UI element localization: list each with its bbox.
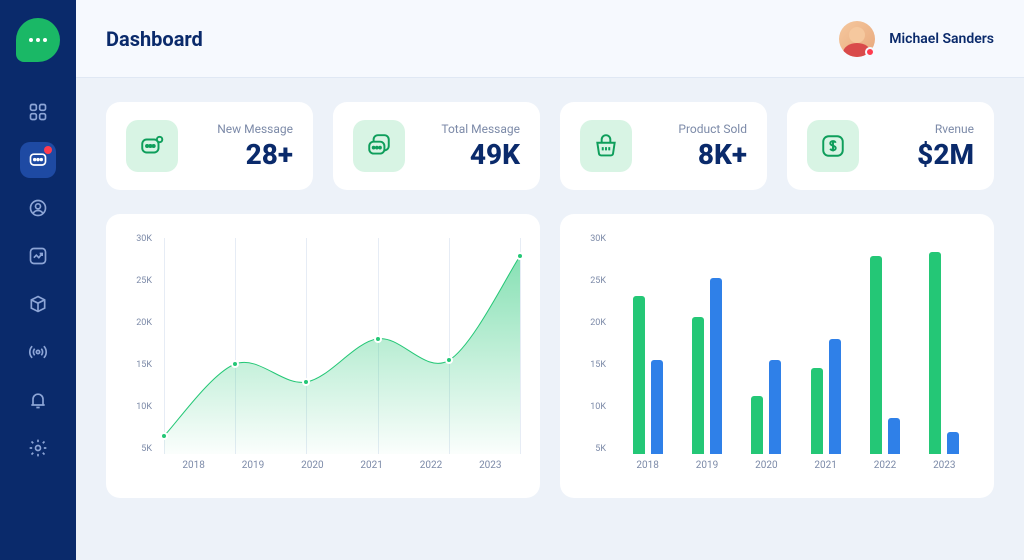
y-tick: 30K [126, 234, 158, 244]
chat-stack-icon [353, 120, 405, 172]
bar-B [947, 432, 959, 454]
data-point [231, 360, 239, 368]
line-svg [164, 238, 520, 454]
data-point [160, 432, 168, 440]
y-tick: 25K [580, 276, 612, 286]
line-chart-card: 5K 10K 15K 20K 25K 30K 20182019202020212022202… [106, 214, 540, 498]
content: New Message 28+ Total Message 49K Product So… [76, 78, 1024, 560]
y-tick: 20K [580, 318, 612, 328]
logo-dots-icon [29, 38, 47, 42]
y-tick: 10K [580, 402, 612, 412]
bar-B [829, 339, 841, 454]
bar-chart-card: 5K 10K 15K 20K 25K 30K 20182019202020212022202… [560, 214, 994, 498]
gridline [520, 238, 521, 454]
y-tick: 25K [126, 276, 158, 286]
card-label: New Message [194, 122, 293, 136]
data-point [302, 378, 310, 386]
y-tick: 15K [126, 360, 158, 370]
topbar: Dashboard Michael Sanders [76, 0, 1024, 78]
data-point [374, 335, 382, 343]
nav-settings[interactable] [20, 430, 56, 466]
bar-A [811, 368, 823, 454]
x-tick: 2023 [915, 460, 974, 484]
bar-B [651, 360, 663, 454]
x-tick: 2020 [737, 460, 796, 484]
bar-A [929, 252, 941, 454]
nav-broadcast[interactable] [20, 334, 56, 370]
bar-B [769, 360, 781, 454]
data-point [445, 356, 453, 364]
card-label: Total Message [421, 122, 520, 136]
stat-card-0: New Message 28+ [106, 102, 313, 190]
user-name: Michael Sanders [889, 31, 994, 47]
x-axis: 201820192020202120222023 [164, 460, 520, 484]
bar-group [929, 238, 959, 454]
chat-new-icon [126, 120, 178, 172]
y-tick: 5K [126, 444, 158, 454]
user-menu[interactable]: Michael Sanders [839, 21, 994, 57]
x-tick: 2023 [461, 460, 520, 484]
card-text: New Message 28+ [194, 122, 293, 171]
x-tick: 2021 [796, 460, 855, 484]
x-tick: 2019 [677, 460, 736, 484]
x-tick: 2020 [283, 460, 342, 484]
x-tick: 2018 [164, 460, 223, 484]
bar-B [710, 278, 722, 454]
dollar-icon [807, 120, 859, 172]
y-tick: 5K [580, 444, 612, 454]
nav-messages[interactable] [20, 142, 56, 178]
nav-dashboard[interactable] [20, 94, 56, 130]
x-tick: 2021 [342, 460, 401, 484]
card-text: Rvenue $2M [875, 122, 974, 171]
stat-card-3: Rvenue $2M [787, 102, 994, 190]
y-tick: 20K [126, 318, 158, 328]
bar-A [633, 296, 645, 454]
card-text: Product Sold 8K+ [648, 122, 747, 171]
avatar-alert-dot [865, 47, 875, 57]
stat-cards: New Message 28+ Total Message 49K Product So… [106, 102, 994, 190]
x-tick: 2018 [618, 460, 677, 484]
nav-users[interactable] [20, 190, 56, 226]
card-label: Rvenue [875, 122, 974, 136]
y-tick: 10K [126, 402, 158, 412]
bar-group [811, 238, 841, 454]
nav-notifications[interactable] [20, 382, 56, 418]
bar-A [692, 317, 704, 454]
y-axis: 5K 10K 15K 20K 25K 30K [580, 234, 612, 454]
line-plot [164, 238, 520, 454]
sidebar [0, 0, 76, 560]
alert-dot [44, 146, 52, 154]
card-label: Product Sold [648, 122, 747, 136]
bar-group [633, 238, 663, 454]
bar-A [751, 396, 763, 454]
card-text: Total Message 49K [421, 122, 520, 171]
charts-row: 5K10K15K20K25K30K20182019202020212022202… [106, 214, 994, 498]
card-value: 28+ [194, 138, 293, 171]
x-axis: 201820192020202120222023 [618, 460, 974, 484]
app-logo[interactable] [16, 18, 60, 62]
nav-products[interactable] [20, 286, 56, 322]
page-title: Dashboard [106, 27, 203, 51]
bar-group [870, 238, 900, 454]
card-value: 49K [421, 138, 520, 171]
x-tick: 2022 [855, 460, 914, 484]
data-point [516, 252, 524, 260]
bar-B [888, 418, 900, 454]
bar-plot [618, 238, 974, 454]
basket-icon [580, 120, 632, 172]
main-area: Dashboard Michael Sanders New Message 28+… [76, 0, 1024, 560]
y-axis: 5K 10K 15K 20K 25K 30K [126, 234, 158, 454]
bar-group [751, 238, 781, 454]
bar-A [870, 256, 882, 454]
bar-group [692, 238, 722, 454]
y-tick: 30K [580, 234, 612, 244]
stat-card-2: Product Sold 8K+ [560, 102, 767, 190]
x-tick: 2019 [223, 460, 282, 484]
x-tick: 2022 [401, 460, 460, 484]
stat-card-1: Total Message 49K [333, 102, 540, 190]
card-value: 8K+ [648, 138, 747, 171]
y-tick: 15K [580, 360, 612, 370]
card-value: $2M [875, 138, 974, 171]
nav-analytics[interactable] [20, 238, 56, 274]
